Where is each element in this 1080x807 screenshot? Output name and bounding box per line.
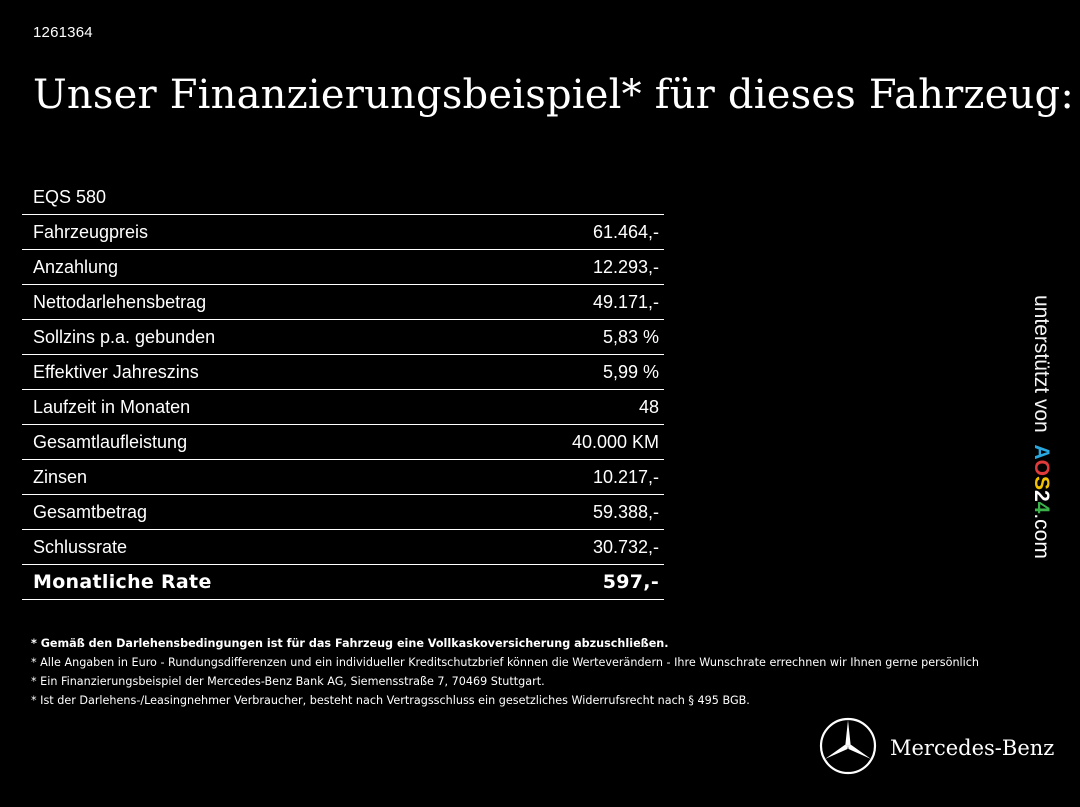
row-value: 61.464,- (444, 214, 664, 250)
mercedes-benz-brand: Mercedes-Benz (818, 716, 1058, 776)
reference-id: 1261364 (33, 24, 93, 41)
row-label: Gesamtlaufleistung (22, 424, 445, 460)
row-value: 59.388,- (444, 494, 664, 530)
row-label: Anzahlung (22, 249, 445, 285)
table-row: Gesamtbetrag 59.388,- (22, 494, 664, 530)
table-row: Zinsen 10.217,- (22, 459, 664, 495)
supported-by-aos24[interactable]: unterstützt von AOS24.com (1028, 295, 1054, 559)
table-row: Laufzeit in Monaten 48 (22, 389, 664, 425)
total-value: 597,- (444, 564, 664, 600)
logo-letter: 2 (1030, 489, 1053, 502)
logo-letter: O (1030, 459, 1053, 476)
row-label: Fahrzeugpreis (22, 214, 445, 250)
footnote: * Ist der Darlehens-/Leasingnehmer Verbr… (31, 694, 750, 707)
logo-letter: S (1030, 475, 1053, 490)
row-value: 12.293,- (444, 249, 664, 285)
row-label: Laufzeit in Monaten (22, 389, 445, 425)
table-row: Effektiver Jahreszins 5,99 % (22, 354, 664, 390)
logo-letter: 4 (1030, 501, 1053, 514)
table-row: Fahrzeugpreis 61.464,- (22, 214, 664, 250)
row-value: 5,99 % (444, 354, 664, 390)
total-label: Monatliche Rate (22, 564, 445, 600)
logo-domain: .com (1030, 513, 1053, 559)
row-value: 5,83 % (444, 319, 664, 355)
row-label: Schlussrate (22, 529, 445, 565)
model-name: EQS 580 (22, 180, 664, 215)
row-label: Effektiver Jahreszins (22, 354, 445, 390)
row-value: 49.171,- (444, 284, 664, 320)
table-row-model: EQS 580 (22, 180, 664, 215)
row-label: Zinsen (22, 459, 445, 495)
brand-name: Mercedes-Benz (890, 736, 1055, 760)
page-title: Unser Finanzierungsbeispiel* für dieses … (33, 72, 1074, 118)
table-row: Sollzins p.a. gebunden 5,83 % (22, 319, 664, 355)
aos24-logo: AOS24 (1030, 439, 1053, 514)
table-row: Nettodarlehensbetrag 49.171,- (22, 284, 664, 320)
row-value: 48 (444, 389, 664, 425)
financing-table: EQS 580 Fahrzeugpreis 61.464,- Anzahlung 1… (22, 180, 664, 600)
table-row: Gesamtlaufleistung 40.000 KM (22, 424, 664, 460)
footnotes: * Gemäß den Darlehensbedingungen ist für… (31, 634, 1061, 710)
footnote: * Gemäß den Darlehensbedingungen ist für… (31, 637, 669, 650)
mercedes-star-icon (819, 717, 877, 775)
logo-letter: A (1030, 444, 1053, 460)
row-value: 40.000 KM (444, 424, 664, 460)
table-row-total: Monatliche Rate 597,- (22, 564, 664, 600)
footnote: * Ein Finanzierungsbeispiel der Mercedes… (31, 675, 545, 688)
row-label: Sollzins p.a. gebunden (22, 319, 445, 355)
row-value: 30.732,- (444, 529, 664, 565)
row-value: 10.217,- (444, 459, 664, 495)
footnote: * Alle Angaben in Euro - Rundungsdiffere… (31, 656, 979, 669)
row-label: Nettodarlehensbetrag (22, 284, 445, 320)
table-row: Anzahlung 12.293,- (22, 249, 664, 285)
row-label: Gesamtbetrag (22, 494, 445, 530)
table-row: Schlussrate 30.732,- (22, 529, 664, 565)
supported-by-text: unterstützt von (1030, 295, 1053, 433)
